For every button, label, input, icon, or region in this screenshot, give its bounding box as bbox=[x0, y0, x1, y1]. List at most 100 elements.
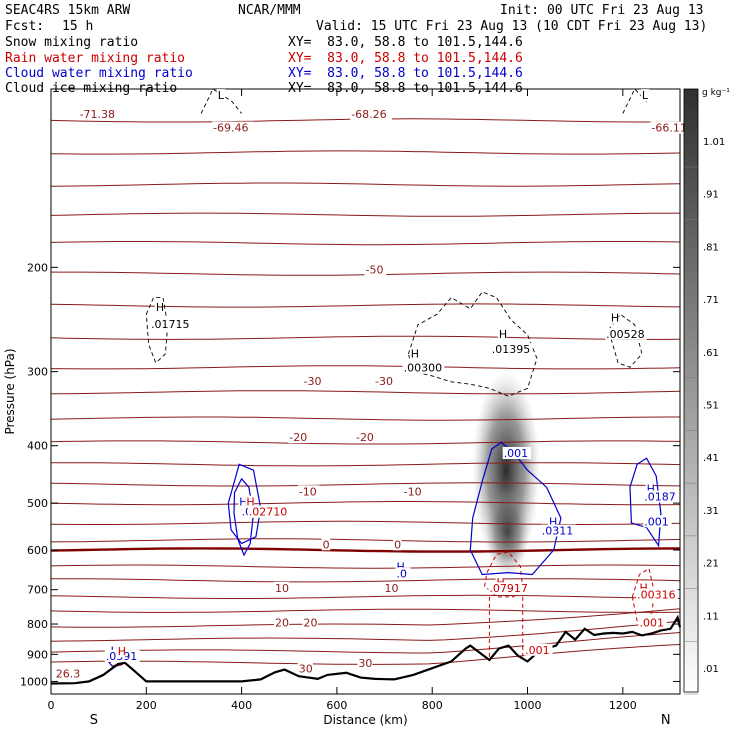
colorbar-tick-label: .71 bbox=[703, 295, 719, 306]
label-backdrop bbox=[495, 575, 505, 588]
y-tick-label: 500 bbox=[27, 497, 48, 510]
label-backdrop bbox=[502, 447, 532, 460]
isotherm-contour bbox=[50, 632, 681, 654]
label-backdrop bbox=[374, 375, 396, 388]
label-backdrop bbox=[297, 662, 313, 675]
x-tick-label: 800 bbox=[422, 699, 443, 712]
label-backdrop bbox=[245, 495, 254, 508]
label-backdrop bbox=[350, 108, 392, 121]
y-tick-label: 300 bbox=[27, 366, 48, 379]
isotherm-contour bbox=[50, 212, 681, 217]
y-tick-label: 700 bbox=[27, 584, 48, 597]
cloud-water-label: H bbox=[647, 483, 655, 496]
isotherm-contour bbox=[51, 462, 681, 467]
cloud-water-label: .001 bbox=[644, 515, 669, 528]
label-backdrop bbox=[540, 524, 576, 537]
north-end-label: N bbox=[661, 713, 671, 728]
label-backdrop bbox=[364, 263, 387, 276]
isotherm-contour bbox=[50, 390, 681, 395]
plot-frame bbox=[50, 88, 681, 695]
label-backdrop bbox=[150, 317, 192, 330]
label-backdrop bbox=[247, 505, 290, 518]
label-backdrop bbox=[488, 582, 530, 595]
cloud-water-label: .001 bbox=[504, 447, 529, 460]
rain-water-label: .02710 bbox=[249, 506, 288, 519]
isotherm-contour bbox=[50, 608, 681, 628]
isotherm-contour bbox=[50, 501, 681, 506]
field-cloudwater-name: Cloud water mixing ratio bbox=[5, 66, 193, 81]
label-backdrop bbox=[402, 361, 445, 374]
snow-ice-label: H bbox=[611, 312, 619, 325]
isotherm-contour bbox=[50, 365, 681, 370]
isotherm-contour bbox=[50, 594, 681, 599]
x-tick-label: 200 bbox=[136, 699, 157, 712]
field-snow-xy: XY= 83.0, 58.8 to 101.5,144.6 bbox=[288, 35, 523, 50]
isotherm-contour bbox=[50, 564, 681, 569]
label-backdrop bbox=[497, 327, 507, 340]
isotherm-contour bbox=[50, 150, 681, 155]
label-backdrop bbox=[302, 616, 318, 629]
isotherm-contour bbox=[50, 520, 681, 525]
x-tick-label: 400 bbox=[231, 699, 252, 712]
isotherm-label: -20 bbox=[356, 431, 374, 444]
snow-ice-contour bbox=[407, 291, 538, 397]
label-backdrop bbox=[638, 581, 648, 594]
x-tick-label: 1200 bbox=[609, 699, 637, 712]
terrain-line bbox=[50, 614, 682, 685]
colorbar-tick-label: .01 bbox=[703, 664, 719, 675]
field-cloudwater-xy: XY= 83.0, 58.8 to 101.5,144.6 bbox=[288, 66, 523, 81]
label-backdrop bbox=[216, 89, 226, 102]
cloud-water-label: H bbox=[549, 515, 557, 528]
label-backdrop bbox=[383, 581, 399, 594]
y-tick-label: 1000 bbox=[20, 675, 48, 688]
valid-time: Valid: 15 UTC Fri 23 Aug 13 (10 CDT Fri … bbox=[316, 19, 708, 34]
isotherm-label: 10 bbox=[275, 582, 289, 595]
label-backdrop bbox=[640, 89, 650, 102]
label-backdrop bbox=[54, 667, 84, 680]
snow-ice-label: L bbox=[642, 89, 649, 102]
y-tick-label: 600 bbox=[27, 544, 48, 557]
colorbar-tick-label: .51 bbox=[703, 401, 719, 412]
label-backdrop bbox=[645, 482, 655, 495]
isotherm-label: 30 bbox=[299, 662, 313, 675]
x-tick-label: 1000 bbox=[514, 699, 542, 712]
snow-ice-label: .01395 bbox=[492, 343, 530, 356]
label-backdrop bbox=[409, 347, 419, 360]
isotherm-label: 10 bbox=[385, 582, 399, 595]
rain-water-label: .001 bbox=[639, 617, 664, 630]
colorbar-unit: g kg⁻¹ bbox=[702, 88, 730, 98]
isotherm-label: -66.11 bbox=[651, 122, 686, 135]
label-backdrop bbox=[297, 485, 320, 498]
isotherm-label: -50 bbox=[366, 264, 384, 277]
cloud-water-label: .0311 bbox=[542, 525, 574, 538]
snow-ice-contour bbox=[145, 297, 169, 364]
snow-ice-label: H bbox=[499, 328, 507, 341]
label-backdrop bbox=[605, 327, 647, 340]
x-tick-label: 0 bbox=[48, 699, 55, 712]
isotherm-label: -69.46 bbox=[213, 122, 248, 135]
label-backdrop bbox=[490, 342, 533, 355]
label-backdrop bbox=[273, 581, 290, 594]
isotherm-label: 26.3 bbox=[56, 668, 81, 681]
label-backdrop bbox=[357, 656, 373, 669]
rain-water-label: .001 bbox=[525, 644, 550, 657]
label-backdrop bbox=[643, 515, 672, 528]
organization-label: NCAR/MMM bbox=[238, 3, 301, 18]
isotherm-label: -10 bbox=[299, 485, 317, 498]
label-backdrop bbox=[321, 538, 331, 551]
isotherm-contour bbox=[50, 538, 681, 543]
x-axis-label: Distance (km) bbox=[323, 713, 407, 727]
snow-ice-label: H bbox=[411, 348, 419, 361]
label-backdrop bbox=[393, 538, 402, 551]
isotherm-label: 0 bbox=[394, 538, 401, 551]
y-tick-label: 200 bbox=[27, 261, 48, 274]
label-backdrop bbox=[273, 616, 290, 629]
colorbar-tick-label: .41 bbox=[703, 453, 719, 464]
isotherm-label: 0 bbox=[323, 538, 330, 551]
isotherm-label: -20 bbox=[289, 431, 307, 444]
label-backdrop bbox=[154, 301, 164, 314]
colorbar-tick-label: .61 bbox=[703, 348, 719, 359]
cloud-water-label: .0 bbox=[396, 568, 407, 581]
isotherm-label: 20 bbox=[304, 617, 318, 630]
y-tick-label: 900 bbox=[27, 648, 48, 661]
